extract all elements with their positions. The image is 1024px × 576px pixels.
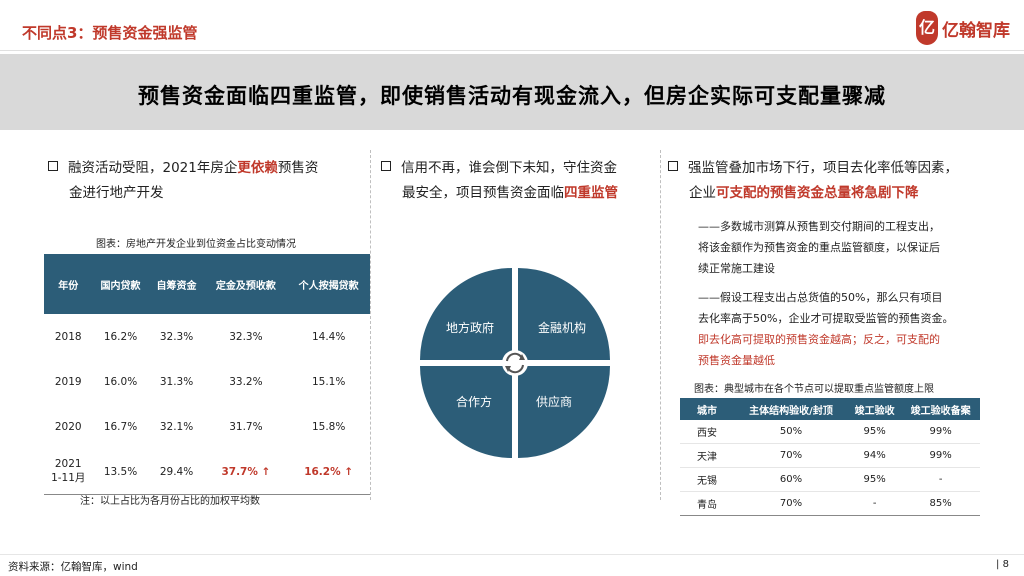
table-row: 西安 50% 95% 99% bbox=[680, 420, 980, 444]
table-row: 无锡 60% 95% - bbox=[680, 467, 980, 492]
table-row: 2020 16.7% 32.1% 31.7% 15.8% bbox=[54, 420, 346, 433]
quadrant-label: 合作方 bbox=[456, 394, 492, 409]
quadrant-financial-institution bbox=[518, 268, 610, 360]
checkbox-icon bbox=[381, 161, 391, 171]
table-row: 2021 1-11月 13.5% 29.4% 37.7% ↑ 16.2% ↑ bbox=[44, 449, 370, 495]
table-caption: 图表：房地产开发企业到位资金占比变动情况 bbox=[96, 239, 296, 250]
headline-banner bbox=[0, 54, 1024, 130]
brand-logo: 亿 亿翰智库 bbox=[916, 10, 1010, 46]
table-header: 个人按揭贷款 bbox=[287, 254, 370, 314]
quadrant-label: 供应商 bbox=[536, 394, 572, 409]
table-row: 2019 16.0% 31.3% 33.2% 15.1% bbox=[54, 375, 346, 388]
quadrant-partner bbox=[420, 366, 512, 458]
header-divider bbox=[0, 50, 1024, 51]
section-title: 不同点3：预售资金强监管 bbox=[22, 24, 198, 42]
table-row: 2018 16.2% 32.3% 32.3% 14.4% bbox=[54, 330, 346, 343]
emphasis-text: 可支配的预售资金总量将急剧下降 bbox=[716, 185, 919, 201]
logo-icon: 亿 bbox=[916, 11, 938, 45]
table-header: 国内贷款 bbox=[92, 254, 149, 314]
funding-source-table: 年份 国内贷款 自筹资金 定金及预收款 个人按揭贷款 2018 16.2% 32… bbox=[44, 254, 370, 495]
quadrant-supplier bbox=[518, 366, 610, 458]
table-row: 天津 70% 94% 99% bbox=[680, 443, 980, 468]
table-header: 主体结构验收/封顶 bbox=[734, 398, 848, 420]
quadrant-label: 地方政府 bbox=[446, 320, 494, 335]
quadrant-label: 金融机构 bbox=[538, 320, 586, 335]
four-supervision-diagram: 地方政府 金融机构 合作方 供应商 bbox=[420, 268, 610, 458]
table-note: 注：以上占比为各月份占比的加权平均数 bbox=[80, 496, 260, 507]
table-header: 竣工验收 bbox=[848, 398, 902, 420]
col1-bullet: 融资活动受阻，2021年房企更依赖预售资 金进行地产开发 bbox=[48, 156, 378, 206]
table-row: 青岛 70% -85% bbox=[680, 491, 980, 516]
quadrant-local-government bbox=[420, 268, 512, 360]
note-sellthrough: ——假设工程支出占总货值的50%，那么只有项目 去化率高于50%，企业才可提取受… bbox=[698, 291, 954, 367]
table-header: 年份 bbox=[44, 254, 93, 314]
page-number: | 8 bbox=[996, 559, 1009, 570]
checkbox-icon bbox=[668, 161, 678, 171]
col2-bullet: 信用不再，谁会倒下未知，守住资金 最安全，项目预售资金面临四重监管 bbox=[381, 156, 671, 206]
page-headline: 预售资金面临四重监管，即使销售活动有现金流入，但房企实际可支配量骤减 bbox=[138, 83, 886, 108]
emphasis-text: 更依赖 bbox=[237, 160, 278, 176]
emphasis-text: 四重监管 bbox=[564, 185, 618, 201]
checkbox-icon bbox=[48, 161, 58, 171]
source-note: 资料来源：亿翰智库，wind bbox=[8, 561, 138, 573]
col3-bullet: 强监管叠加市场下行，项目去化率低等因素， 企业可支配的预售资金总量将急剧下降 bbox=[668, 156, 1018, 206]
table-header: 城市 bbox=[680, 398, 734, 420]
logo-text: 亿翰智库 bbox=[942, 20, 1010, 41]
city-limit-table: 城市 主体结构验收/封顶 竣工验收 竣工验收备案 西安 50% 95% 99% 天津 7… bbox=[680, 398, 980, 516]
table-header: 定金及预收款 bbox=[204, 254, 288, 314]
note-construction-cost: ——多数城市测算从预售到交付期间的工程支出， 将该金额作为预售资金的重点监管额度… bbox=[698, 220, 940, 275]
table-header: 自筹资金 bbox=[148, 254, 205, 314]
column-divider bbox=[660, 150, 661, 500]
table-caption: 图表：典型城市在各个节点可以提取重点监管额度上限 bbox=[694, 384, 934, 395]
table-header: 竣工验收备案 bbox=[901, 398, 980, 420]
footer-divider bbox=[0, 554, 1024, 555]
column-divider bbox=[370, 150, 371, 500]
